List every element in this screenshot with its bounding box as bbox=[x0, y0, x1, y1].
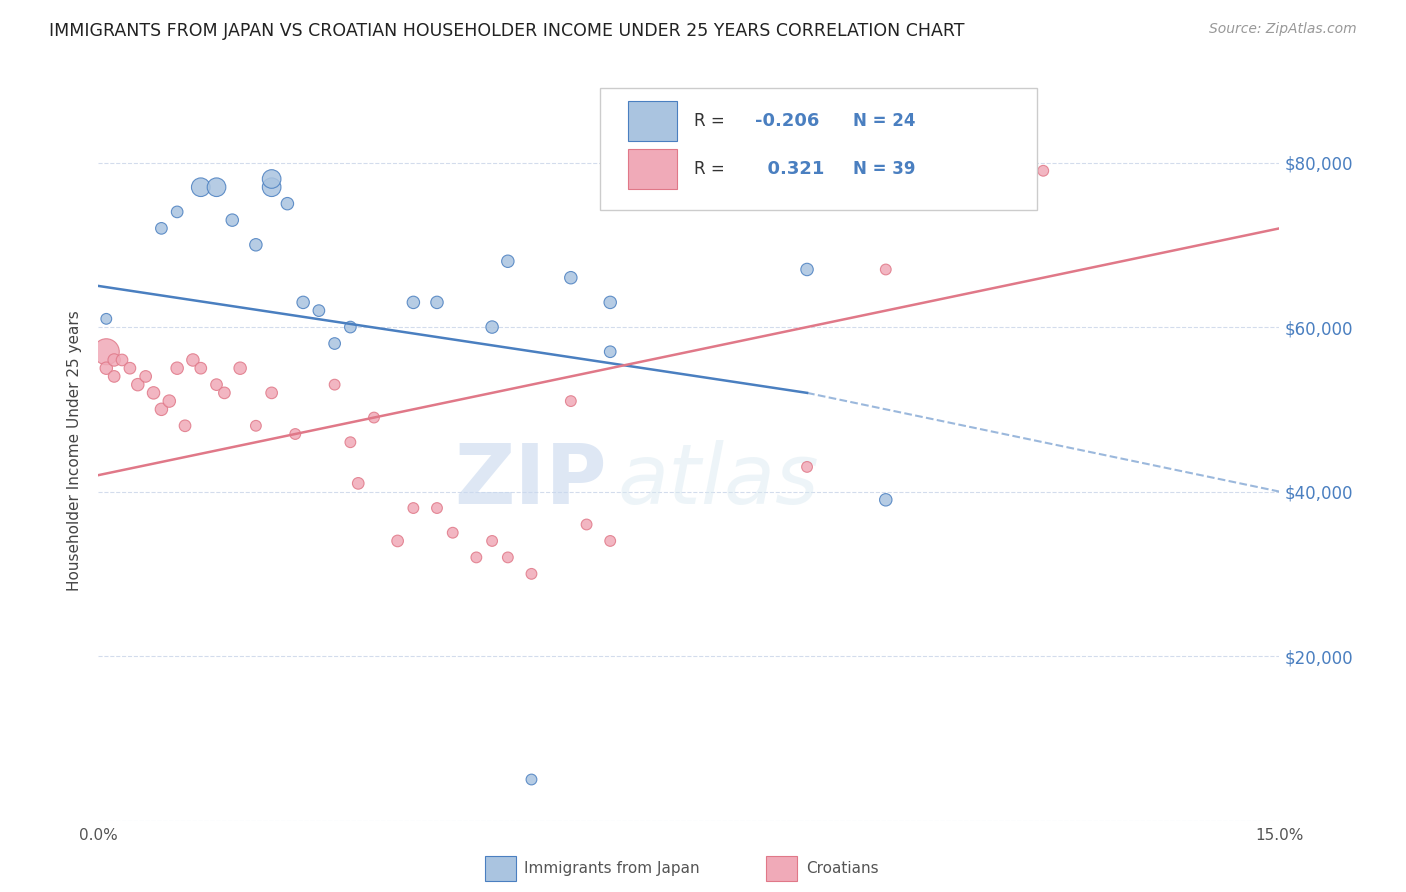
Point bbox=[142, 385, 165, 400]
Point bbox=[157, 394, 180, 409]
Y-axis label: Householder Income Under 25 years: Householder Income Under 25 years bbox=[67, 310, 83, 591]
Point bbox=[190, 180, 212, 194]
Point bbox=[150, 402, 173, 417]
Point bbox=[276, 196, 298, 211]
Point bbox=[339, 320, 361, 334]
Point bbox=[96, 361, 118, 376]
Point bbox=[245, 418, 267, 433]
Point bbox=[520, 566, 543, 581]
Point bbox=[308, 303, 330, 318]
Point bbox=[118, 361, 141, 376]
Point bbox=[363, 410, 385, 425]
Text: Croatians: Croatians bbox=[806, 862, 879, 876]
Point bbox=[292, 295, 315, 310]
Text: Source: ZipAtlas.com: Source: ZipAtlas.com bbox=[1209, 22, 1357, 37]
Point bbox=[127, 377, 149, 392]
Point bbox=[221, 213, 243, 227]
Text: IMMIGRANTS FROM JAPAN VS CROATIAN HOUSEHOLDER INCOME UNDER 25 YEARS CORRELATION : IMMIGRANTS FROM JAPAN VS CROATIAN HOUSEH… bbox=[49, 22, 965, 40]
Point bbox=[174, 418, 197, 433]
Point bbox=[875, 492, 897, 507]
Point bbox=[103, 353, 125, 368]
Point bbox=[496, 254, 519, 268]
Point bbox=[166, 361, 188, 376]
FancyBboxPatch shape bbox=[627, 149, 678, 189]
Point bbox=[465, 550, 488, 565]
Point bbox=[284, 427, 307, 442]
Point bbox=[96, 311, 118, 326]
Point bbox=[229, 361, 252, 376]
Point bbox=[260, 180, 283, 194]
Point bbox=[135, 369, 157, 384]
Text: Immigrants from Japan: Immigrants from Japan bbox=[524, 862, 700, 876]
Point bbox=[260, 385, 283, 400]
Point bbox=[426, 501, 449, 516]
FancyBboxPatch shape bbox=[627, 101, 678, 141]
Point bbox=[599, 295, 621, 310]
Point bbox=[796, 262, 818, 277]
Point bbox=[347, 476, 370, 491]
Point bbox=[1032, 163, 1054, 178]
Point bbox=[205, 180, 228, 194]
Point bbox=[875, 262, 897, 277]
Point bbox=[575, 517, 598, 532]
Point bbox=[599, 344, 621, 359]
Point bbox=[323, 336, 346, 351]
Point bbox=[599, 533, 621, 548]
Point bbox=[166, 205, 188, 219]
Point bbox=[245, 237, 267, 252]
Point bbox=[496, 550, 519, 565]
Point bbox=[560, 270, 582, 285]
Point bbox=[96, 344, 118, 359]
Text: N = 39: N = 39 bbox=[853, 161, 915, 178]
Point bbox=[441, 525, 464, 540]
Point bbox=[387, 533, 409, 548]
Point bbox=[402, 501, 425, 516]
Text: N = 24: N = 24 bbox=[853, 112, 915, 130]
Text: ZIP: ZIP bbox=[454, 440, 606, 521]
Point bbox=[190, 361, 212, 376]
Point bbox=[323, 377, 346, 392]
Point bbox=[796, 459, 818, 474]
Point bbox=[205, 377, 228, 392]
Point bbox=[339, 435, 361, 450]
Point bbox=[481, 320, 503, 334]
Text: R =: R = bbox=[693, 112, 730, 130]
Point bbox=[181, 353, 204, 368]
Point bbox=[103, 369, 125, 384]
Point bbox=[111, 353, 134, 368]
Text: -0.206: -0.206 bbox=[755, 112, 820, 130]
Point bbox=[481, 533, 503, 548]
Point bbox=[402, 295, 425, 310]
Point bbox=[560, 394, 582, 409]
Point bbox=[214, 385, 236, 400]
FancyBboxPatch shape bbox=[600, 87, 1038, 210]
Text: 0.321: 0.321 bbox=[755, 161, 824, 178]
Text: atlas: atlas bbox=[619, 440, 820, 521]
Point bbox=[150, 221, 173, 235]
Point bbox=[426, 295, 449, 310]
Text: R =: R = bbox=[693, 161, 730, 178]
Point bbox=[260, 172, 283, 186]
Point bbox=[520, 772, 543, 787]
